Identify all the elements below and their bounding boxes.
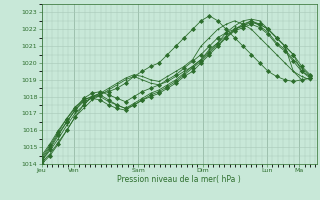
X-axis label: Pression niveau de la mer( hPa ): Pression niveau de la mer( hPa ) xyxy=(117,175,241,184)
